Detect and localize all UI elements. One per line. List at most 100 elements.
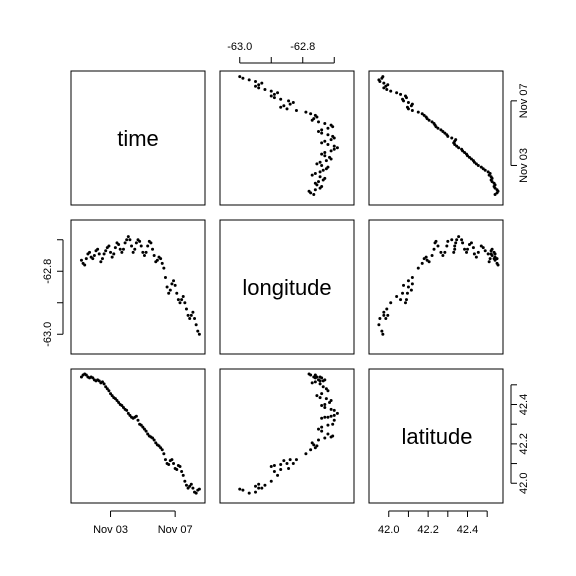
data-point — [332, 147, 336, 151]
data-point — [125, 408, 129, 412]
variable-label-latitude: latitude — [402, 424, 473, 449]
data-point — [194, 323, 198, 327]
right-axis-time: Nov 03 Nov 07 — [510, 83, 530, 183]
data-point — [420, 112, 424, 116]
bottom-axis-time: Nov 03 Nov 07 — [93, 510, 193, 536]
bottom-axis-latitude: 42.0 42.2 42.4 — [378, 510, 488, 536]
data-point — [294, 458, 298, 462]
data-point — [313, 181, 317, 185]
data-point — [304, 452, 308, 456]
data-point — [181, 473, 185, 477]
data-point — [406, 279, 410, 283]
data-point — [247, 491, 251, 495]
data-point — [257, 486, 261, 490]
data-point — [309, 448, 313, 452]
data-point — [151, 247, 155, 251]
right-axis-latitude: 42.0 42.2 42.4 — [510, 384, 530, 494]
data-point — [472, 252, 476, 256]
data-point — [276, 91, 280, 95]
data-point — [120, 250, 124, 254]
data-point — [326, 389, 330, 393]
data-point — [395, 91, 399, 95]
data-point — [163, 276, 167, 280]
data-point — [152, 254, 156, 257]
data-point — [263, 88, 267, 92]
data-point — [452, 250, 456, 254]
data-point — [175, 291, 179, 295]
data-point — [272, 96, 276, 100]
data-point — [331, 422, 335, 426]
data-point — [317, 120, 320, 124]
data-point — [138, 239, 142, 243]
data-point — [282, 104, 286, 108]
data-point — [326, 126, 330, 130]
data-point — [196, 329, 200, 333]
data-point — [439, 128, 443, 132]
data-point — [409, 288, 413, 292]
data-point — [304, 110, 308, 114]
panel-2-1 — [70, 219, 206, 355]
data-point — [175, 467, 179, 471]
data-point — [260, 81, 264, 85]
data-point — [123, 241, 127, 245]
data-point — [309, 112, 313, 116]
data-point — [254, 490, 257, 494]
data-point — [385, 88, 389, 92]
data-point — [474, 255, 478, 259]
data-point — [121, 247, 125, 251]
data-point — [320, 392, 324, 396]
data-point — [323, 154, 327, 158]
data-point — [399, 92, 403, 96]
tick-label: 42.0 — [378, 524, 399, 536]
tick-label: -63.0 — [227, 41, 252, 53]
data-point — [496, 263, 500, 267]
data-point — [291, 100, 295, 104]
data-point — [104, 249, 108, 253]
data-point — [317, 438, 320, 442]
data-point — [167, 463, 171, 467]
data-point — [176, 298, 180, 302]
data-point — [389, 89, 393, 93]
data-point — [492, 250, 496, 254]
data-point — [102, 382, 106, 386]
data-point — [282, 459, 286, 463]
data-point — [378, 317, 382, 320]
data-point — [331, 134, 335, 138]
data-point — [466, 247, 469, 251]
data-point — [460, 238, 464, 242]
data-point — [294, 109, 298, 113]
data-point — [128, 238, 132, 242]
data-point — [479, 165, 483, 169]
data-point — [454, 241, 458, 245]
data-point — [269, 94, 273, 98]
tick-label: 42.0 — [518, 473, 530, 494]
data-point — [323, 176, 327, 180]
data-point — [410, 102, 414, 106]
data-point — [136, 418, 140, 422]
tick-label: 42.4 — [518, 394, 530, 415]
data-point — [310, 173, 314, 177]
data-point — [139, 244, 143, 248]
data-point — [313, 172, 317, 176]
data-point — [329, 138, 333, 142]
data-point — [315, 162, 319, 166]
data-point — [329, 407, 333, 411]
data-point — [479, 244, 483, 248]
data-point — [320, 425, 324, 429]
data-point — [395, 294, 399, 298]
data-point — [83, 263, 87, 267]
data-point — [149, 241, 153, 245]
data-point — [125, 238, 129, 242]
top-axis-longitude: -63.0 -62.8 — [227, 41, 335, 64]
data-point — [465, 250, 469, 254]
data-point — [430, 120, 434, 124]
data-point — [318, 175, 322, 179]
data-point — [285, 462, 289, 466]
data-point — [170, 458, 174, 462]
data-point — [382, 81, 386, 85]
data-point — [178, 465, 182, 469]
data-point — [385, 307, 389, 311]
data-point — [401, 97, 405, 101]
data-point — [313, 113, 317, 117]
panel-3-2 — [219, 368, 355, 504]
